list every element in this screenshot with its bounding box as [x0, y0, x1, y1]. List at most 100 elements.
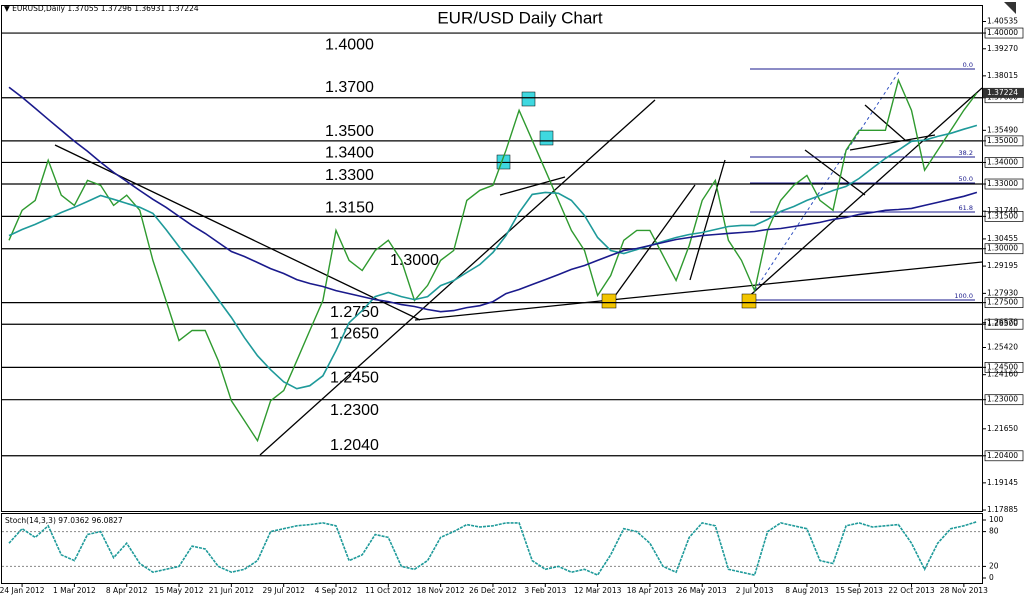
level-label: 1.2750: [330, 304, 379, 321]
y-tick-label: 1.17885: [987, 505, 1018, 514]
level-tick-box: [984, 362, 1024, 373]
marker: [521, 91, 536, 107]
y-tick-label: 1.35490: [987, 125, 1018, 134]
level-label: 1.2650: [330, 325, 379, 342]
fib-lines: [750, 68, 975, 301]
y-tick-label: 1.24500: [987, 362, 1018, 371]
trend-line: [864, 104, 906, 141]
main-panel: [1, 5, 983, 512]
fib-label: 100.0: [954, 292, 973, 300]
level-label: 1.3400: [325, 145, 374, 162]
level-tick-box: [984, 450, 1024, 462]
x-tick-label: 18 Apr 2013: [627, 586, 674, 595]
level-label: 1.3700: [325, 79, 374, 96]
level-label: 1.3300: [325, 167, 374, 184]
fib-base-line: [754, 69, 901, 291]
x-tick-label: 4 Sep 2012: [315, 586, 358, 595]
y-tick-label: 1.24160: [987, 370, 1018, 379]
marker: [741, 293, 757, 309]
y-tick-label: 1.27500: [987, 298, 1018, 307]
level-label: 1.3150: [325, 200, 374, 217]
level-tick-box: [984, 394, 1024, 406]
y-tick-label: 1.40535: [987, 17, 1018, 26]
x-tick-label: 15 May 2012: [155, 586, 204, 595]
stoch-reading: 97.0362: [58, 516, 89, 525]
y-tick-label: 0: [989, 573, 994, 582]
stoch-panel: [1, 513, 983, 584]
x-tick-label: 11 Oct 2012: [365, 586, 412, 595]
y-tick-label: 1.30455: [987, 234, 1018, 243]
y-tick-label: 100: [989, 515, 1004, 524]
level-label: 1.3500: [325, 123, 374, 140]
y-tick-label: 1.21650: [987, 424, 1018, 433]
trend-line: [414, 261, 983, 321]
level-tick-box: [984, 243, 1024, 255]
ohlc-value: 1.36931: [134, 4, 165, 13]
corner-icon: [1004, 2, 1016, 14]
level-label: 1.4000: [325, 36, 374, 53]
symbol: EURUSD,Daily: [12, 4, 65, 13]
y-tick-label: 80: [989, 527, 999, 536]
series-line: [8, 520, 978, 577]
trend-line: [849, 134, 936, 151]
level-tick-box: [984, 318, 1024, 330]
y-tick-label: 1.26570: [987, 318, 1018, 327]
y-tick-label: 1.30000: [987, 244, 1018, 253]
current-price-label: 1.37224: [987, 88, 1018, 97]
x-tick-label: 29 Jul 2012: [262, 586, 305, 595]
chart-title: EUR/USD Daily Chart: [437, 8, 603, 27]
series-line: [8, 77, 978, 443]
level-tick-box: [984, 178, 1024, 190]
y-tick-label: 1.34000: [987, 157, 1018, 166]
fib-label: 38.2: [959, 149, 973, 157]
x-tick-label: 2 Jul 2013: [736, 586, 774, 595]
level-label: 1.2040: [330, 437, 379, 454]
y-tick-label: 1.33000: [987, 179, 1018, 188]
trend-line: [689, 159, 726, 281]
stoch-header: Stoch(14,3,3) 97.0362 96.0827: [5, 516, 123, 525]
y-tick-label: 1.27930: [987, 288, 1018, 297]
ohlc-value: 1.37224: [168, 4, 199, 13]
x-tick-label: 24 Jan 2012: [0, 586, 45, 595]
y-tick-label: 1.40000: [987, 28, 1018, 37]
x-tick-label: 8 Apr 2012: [106, 586, 148, 595]
stoch-title: Stoch(14,3,3): [5, 516, 56, 525]
x-tick-label: 28 Nov 2013: [940, 586, 988, 595]
y-tick-label: 20: [989, 561, 999, 570]
y-tick-label: 1.26500: [987, 319, 1018, 328]
fib-label: 0.0: [963, 61, 973, 69]
level-tick-box: [984, 211, 1024, 222]
x-tick-label: 21 Jun 2012: [209, 586, 254, 595]
y-tick-label: 1.39270: [987, 44, 1018, 53]
fib-label: 50.0: [959, 175, 973, 183]
x-tick-label: 22 Oct 2013: [888, 586, 935, 595]
y-tick-label: 1.35000: [987, 136, 1018, 145]
y-tick-label: 1.38015: [987, 71, 1018, 80]
x-tick-label: 18 Nov 2012: [417, 586, 465, 595]
x-tick-label: 26 Dec 2012: [469, 586, 517, 595]
y-tick-label: 1.31740: [987, 206, 1018, 215]
ohlc-value: 1.37055: [67, 4, 98, 13]
x-tick-label: 1 Mar 2012: [53, 586, 96, 595]
stoch-reading: 96.0827: [92, 516, 123, 525]
y-tick-label: 1.19145: [987, 478, 1018, 487]
x-tick-label: 8 Aug 2013: [785, 586, 828, 595]
x-tick-label: 3 Feb 2013: [524, 586, 566, 595]
level-tick-box: [984, 27, 1024, 39]
level-tick-box: [984, 297, 1024, 308]
marker: [539, 130, 554, 146]
trend-line: [499, 176, 566, 196]
x-tick-label: 12 Mar 2013: [574, 586, 622, 595]
x-tick-label: 15 Sep 2013: [835, 586, 883, 595]
header: ▼ EURUSD,Daily 1.37055 1.37296 1.36931 1…: [4, 4, 199, 13]
y-tick-label: 1.25420: [987, 343, 1018, 352]
current-price-box: [983, 87, 1024, 98]
y-tick-label: 1.23000: [987, 395, 1018, 404]
series-line: [8, 86, 978, 313]
level-label: 1.2300: [330, 402, 379, 419]
y-tick-label: 1.20400: [987, 451, 1018, 460]
fib-label: 61.8: [959, 204, 973, 212]
trend-line: [611, 184, 696, 301]
